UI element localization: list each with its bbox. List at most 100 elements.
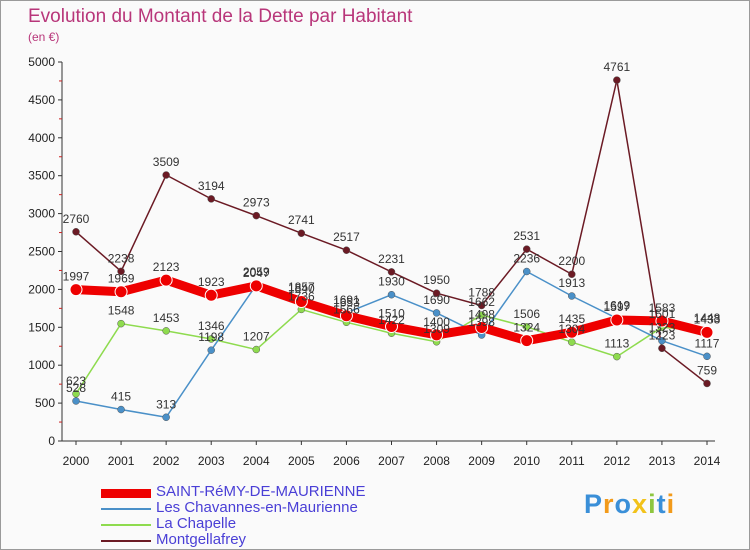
y-tick-label: 3500	[28, 169, 55, 183]
data-point	[658, 336, 666, 345]
legend-swatch	[101, 524, 151, 526]
data-label: 1950	[423, 273, 450, 287]
y-tick-label: 1500	[28, 320, 55, 334]
data-label: 1662	[468, 295, 495, 309]
legend-swatch	[101, 508, 151, 510]
data-point	[252, 345, 261, 354]
data-label: 415	[111, 390, 131, 404]
data-point	[207, 335, 215, 343]
y-tick-label: 1000	[28, 358, 55, 372]
x-tick-label: 2000	[63, 454, 90, 468]
x-tick-label: 2013	[649, 454, 676, 468]
y-tick-label: 0	[48, 434, 55, 448]
legend-label: La Chapelle	[156, 515, 237, 532]
y-tick-label: 5000	[28, 55, 55, 69]
chart-title: Evolution du Montant de la Dette par Hab…	[28, 6, 413, 27]
data-label: 2200	[558, 254, 585, 268]
data-point	[477, 301, 486, 310]
data-point	[117, 405, 125, 414]
data-point	[568, 270, 576, 278]
legend-label: Les Chavannes-en-Maurienne	[156, 499, 358, 516]
data-label: 1400	[423, 315, 450, 329]
data-label: 1117	[695, 336, 720, 350]
x-tick-label: 2001	[108, 454, 135, 468]
data-point	[655, 314, 669, 328]
x-tick-label: 2003	[198, 454, 225, 468]
data-label: 1453	[153, 311, 180, 325]
data-point	[522, 267, 531, 276]
data-label: 1398	[468, 315, 495, 329]
data-point	[114, 285, 128, 299]
data-label: 1548	[108, 304, 135, 318]
data-point	[249, 279, 263, 293]
data-label: 1690	[423, 293, 450, 307]
x-tick-label: 2006	[333, 454, 360, 468]
data-label: 1788	[468, 285, 495, 299]
data-label: 1448	[694, 311, 721, 325]
data-point	[69, 283, 83, 297]
data-point	[117, 319, 125, 328]
data-point	[522, 245, 531, 253]
data-label: 2231	[378, 252, 405, 266]
legend-swatch	[101, 488, 151, 498]
data-label: 1207	[243, 330, 270, 344]
data-label: 1346	[198, 319, 225, 333]
y-tick-label: 3000	[28, 207, 55, 221]
proxiti-logo: Proxiti	[584, 489, 676, 519]
x-tick-label: 2014	[694, 454, 721, 468]
data-label: 1506	[513, 307, 540, 321]
data-label: 1435	[558, 312, 585, 326]
data-point	[342, 246, 351, 254]
data-label: 1736	[288, 289, 315, 303]
data-point	[72, 397, 80, 405]
data-label: 759	[697, 363, 717, 377]
data-label: 2238	[108, 251, 135, 265]
data-point	[252, 211, 261, 220]
data-label: 1857	[288, 280, 315, 294]
legend-label: Montgellafrey	[156, 531, 247, 548]
y-tick-label: 4500	[28, 93, 55, 107]
data-point	[72, 228, 80, 236]
data-point	[430, 328, 444, 342]
data-label: 1498	[468, 307, 495, 321]
data-point	[207, 346, 215, 354]
x-tick-label: 2009	[468, 454, 495, 468]
data-point	[610, 313, 624, 327]
data-label: 1309	[423, 322, 450, 336]
data-label: 2973	[243, 196, 270, 210]
data-label: 1433	[694, 312, 721, 326]
data-point	[522, 323, 531, 331]
data-label: 1501	[649, 307, 676, 321]
data-label: 1323	[649, 321, 676, 335]
data-label: 1653	[333, 296, 360, 310]
data-label: 1422	[378, 313, 405, 327]
data-point	[204, 288, 218, 302]
data-label: 528	[66, 381, 86, 395]
data-label: 1583	[649, 301, 676, 315]
data-point	[565, 325, 579, 339]
data-point	[475, 320, 489, 334]
data-point	[294, 295, 308, 309]
data-point	[162, 327, 170, 335]
y-tick-label: 4000	[28, 131, 55, 145]
data-point	[477, 311, 486, 319]
data-label: 1113	[604, 337, 629, 351]
data-label: 2236	[513, 252, 540, 266]
data-label: 1840	[288, 282, 315, 296]
data-label: 1324	[513, 321, 540, 335]
data-label: 2123	[153, 260, 180, 274]
x-tick-label: 2008	[423, 454, 450, 468]
x-tick-label: 2004	[243, 454, 270, 468]
data-point	[162, 413, 170, 422]
data-point	[568, 292, 576, 300]
data-point	[385, 320, 398, 334]
data-point	[387, 268, 396, 276]
x-tick-label: 2012	[604, 454, 631, 468]
x-tick-label: 2005	[288, 454, 315, 468]
data-point	[162, 171, 170, 179]
data-point	[700, 325, 714, 339]
x-tick-label: 2007	[378, 454, 405, 468]
y-tick-label: 2500	[28, 245, 55, 259]
x-tick-label: 2011	[559, 454, 585, 468]
